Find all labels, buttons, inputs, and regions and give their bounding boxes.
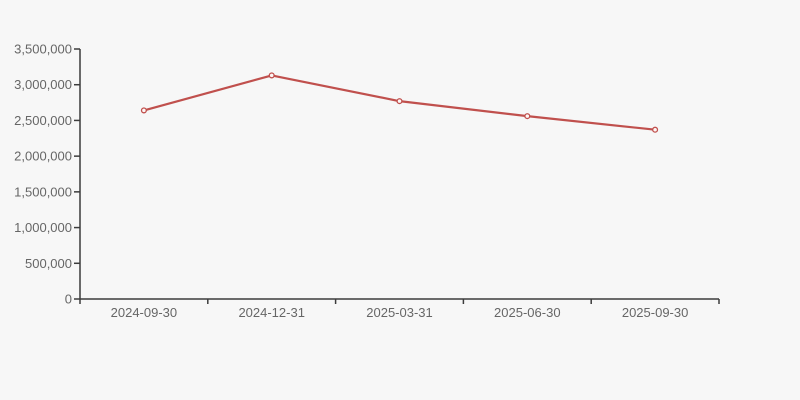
x-axis-tick-label: 2024-12-31 (238, 305, 305, 320)
data-point-marker[interactable] (268, 72, 275, 79)
y-axis-tick-label: 1,000,000 (14, 220, 72, 235)
x-axis-tick-label: 2025-03-31 (366, 305, 433, 320)
x-axis-tick-label: 2024-09-30 (111, 305, 178, 320)
x-axis-tick-label: 2025-06-30 (494, 305, 561, 320)
y-axis-tick-label: 2,500,000 (14, 113, 72, 128)
y-axis-tick-label: 3,500,000 (14, 42, 72, 57)
data-point-marker[interactable] (140, 107, 147, 114)
y-axis-tick-label: 0 (65, 292, 72, 307)
data-point-marker[interactable] (524, 113, 531, 120)
data-point-marker[interactable] (652, 126, 659, 133)
y-axis-tick-label: 2,000,000 (14, 149, 72, 164)
data-point-marker[interactable] (396, 98, 403, 105)
y-axis-tick-label: 500,000 (25, 256, 72, 271)
x-axis-tick-label: 2025-09-30 (622, 305, 689, 320)
y-axis-tick-label: 3,000,000 (14, 77, 72, 92)
y-axis-tick-label: 1,500,000 (14, 184, 72, 199)
